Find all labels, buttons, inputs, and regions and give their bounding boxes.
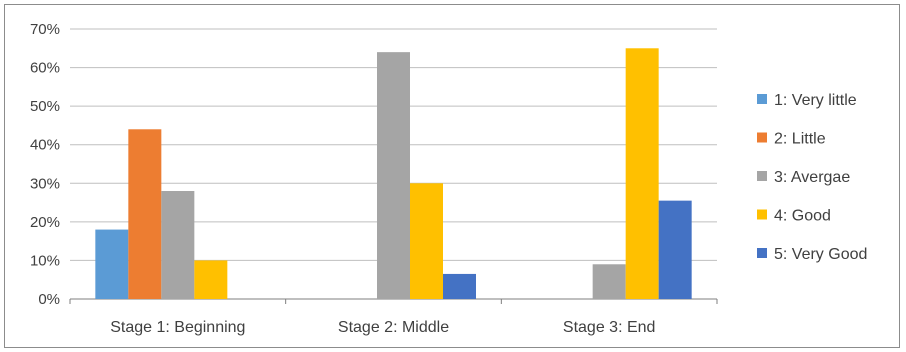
y-axis: 0% 10% 20% 30% 40% 50% 60% 70% [30,21,60,308]
bar [592,264,626,299]
bar [377,52,410,300]
y-tick-label: 20% [30,214,60,231]
bar [410,183,443,299]
legend-label: 3: Avergae [774,169,850,186]
legend: 1: Very little 2: Little 3: Avergae 4: Good… [757,92,867,263]
bar [161,191,195,299]
bar [658,200,692,299]
x-category-label: Stage 2: Middle [338,319,449,336]
legend-label: 2: Little [774,131,826,148]
legend-label: 5: Very Good [774,246,867,263]
bar-series [95,48,692,300]
legend-swatch [757,171,767,181]
x-category-label: Stage 1: Beginning [110,319,245,336]
y-tick-label: 70% [30,21,60,38]
legend-label: 4: Good [774,208,831,225]
y-tick-label: 0% [38,291,60,308]
legend-swatch [757,209,767,220]
bar [194,260,228,299]
bar [95,229,129,299]
legend-swatch [757,94,767,104]
y-tick-label: 50% [30,98,60,115]
y-tick-label: 60% [30,60,60,77]
bar [625,48,659,300]
y-tick-label: 10% [30,252,60,269]
y-tick-label: 30% [30,175,60,192]
x-category-label: Stage 3: End [563,319,656,336]
legend-swatch [757,248,767,258]
bar [443,273,476,299]
legend-label: 1: Very little [774,92,857,109]
x-axis: Stage 1: Beginning Stage 2: Middle Stage 3… [69,299,718,336]
bar [128,129,162,299]
legend-swatch [757,132,767,143]
y-tick-label: 40% [30,137,60,154]
